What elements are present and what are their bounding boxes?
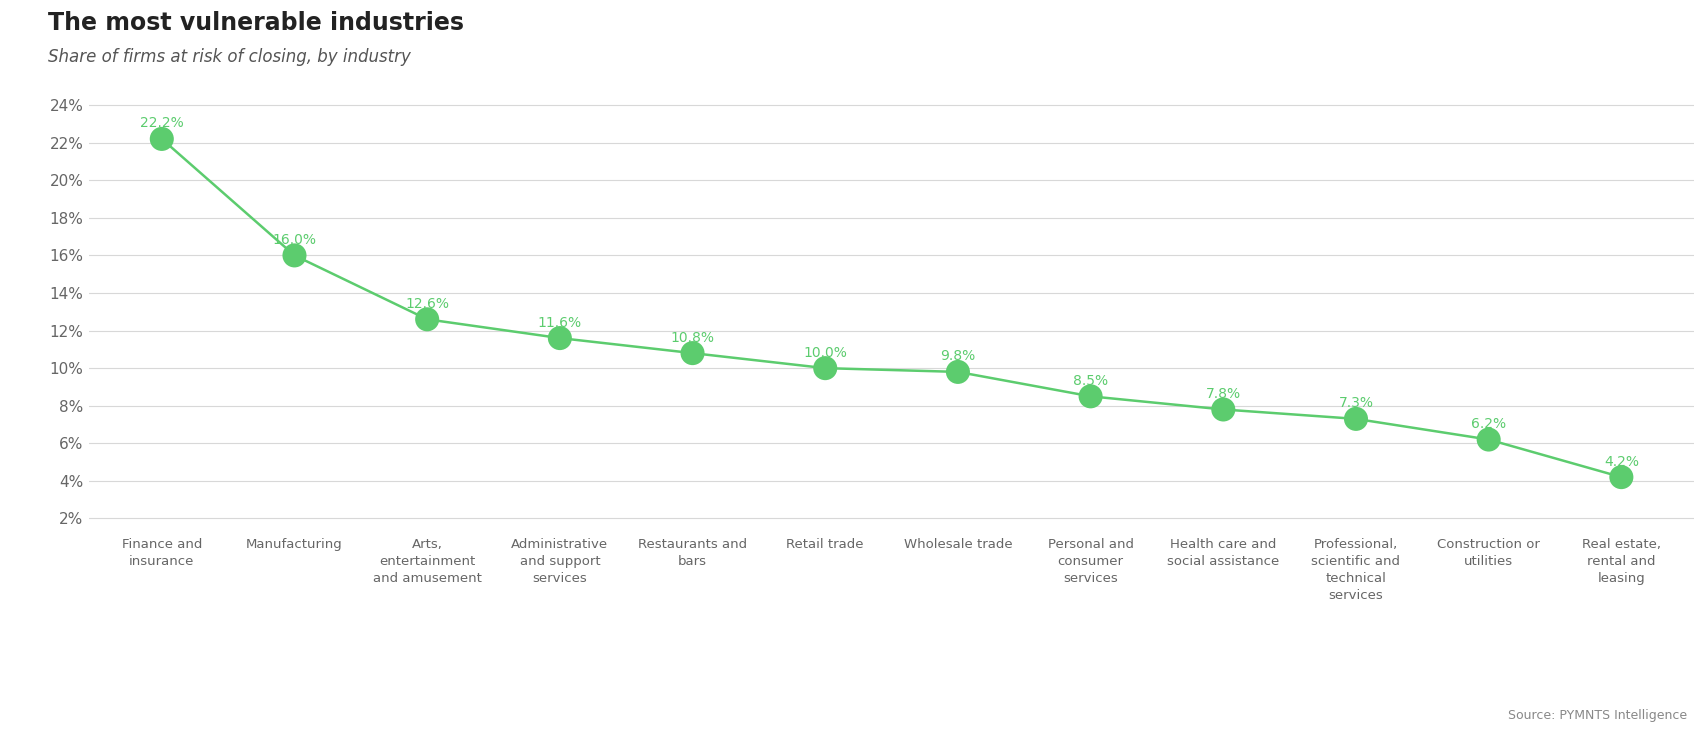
Point — [1077, 391, 1104, 402]
Point — [1475, 434, 1502, 446]
Text: 9.8%: 9.8% — [941, 350, 975, 364]
Text: Share of firms at risk of closing, by industry: Share of firms at risk of closing, by in… — [48, 48, 410, 66]
Point — [280, 249, 307, 261]
Text: 10.8%: 10.8% — [671, 331, 714, 345]
Point — [678, 347, 705, 359]
Point — [546, 332, 574, 344]
Point — [1606, 471, 1634, 483]
Point — [944, 366, 971, 377]
Point — [811, 362, 838, 374]
Point — [413, 314, 440, 325]
Text: 8.5%: 8.5% — [1072, 374, 1108, 388]
Point — [149, 133, 176, 145]
Point — [1342, 413, 1369, 424]
Text: Source: PYMNTS Intelligence: Source: PYMNTS Intelligence — [1507, 709, 1687, 722]
Point — [1209, 404, 1236, 416]
Text: 4.2%: 4.2% — [1603, 454, 1639, 468]
Text: 6.2%: 6.2% — [1470, 417, 1506, 431]
Text: 10.0%: 10.0% — [802, 346, 847, 360]
Text: 11.6%: 11.6% — [538, 316, 582, 330]
Text: 16.0%: 16.0% — [273, 233, 316, 247]
Text: 12.6%: 12.6% — [405, 297, 449, 311]
Text: 22.2%: 22.2% — [140, 117, 184, 130]
Text: 7.8%: 7.8% — [1205, 387, 1239, 401]
Text: 7.3%: 7.3% — [1338, 397, 1372, 410]
Text: The most vulnerable industries: The most vulnerable industries — [48, 11, 464, 35]
